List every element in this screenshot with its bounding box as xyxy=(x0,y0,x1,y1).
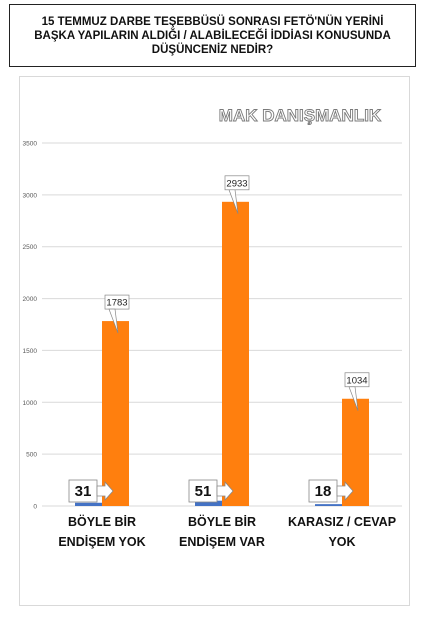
data-label-series1: 18 xyxy=(315,483,332,500)
chart-frame xyxy=(19,76,410,606)
y-tick-label: 1500 xyxy=(23,348,38,355)
y-tick-label: 0 xyxy=(33,504,37,511)
category-label: ENDİŞEM YOK xyxy=(58,534,145,549)
y-tick-label: 500 xyxy=(26,452,37,459)
data-label-series2: 1783 xyxy=(106,298,127,309)
category-labels: BÖYLE BİR ENDİŞEM YOK BÖYLE BİR ENDİŞEM VAR… xyxy=(58,514,396,549)
bars xyxy=(75,201,369,506)
data-label-box xyxy=(104,294,130,310)
y-tick-label: 3000 xyxy=(23,192,38,199)
y-tick-label: 2000 xyxy=(23,296,38,303)
y-tick-labels: 0 500 1000 1500 2000 2500 3000 3500 xyxy=(23,141,38,511)
chart-title-box: 15 TEMMUZ DARBE TEŞEBBÜSÜ SONRASI FETÖ'N… xyxy=(9,4,416,67)
bar-series1 xyxy=(75,502,102,506)
data-label-series2: 2933 xyxy=(226,178,247,189)
watermark: MAK DANIŞMANLIK xyxy=(219,106,382,125)
category-label: YOK xyxy=(328,535,355,549)
chart-title: 15 TEMMUZ DARBE TEŞEBBÜSÜ SONRASI FETÖ'N… xyxy=(34,15,391,56)
data-label-pointer xyxy=(228,189,239,214)
data-label-arrow xyxy=(96,480,114,502)
category-label: ENDİŞEM VAR xyxy=(179,534,265,549)
data-label-series1: 51 xyxy=(195,483,212,500)
data-label-series1: 31 xyxy=(75,483,92,500)
bar-series2 xyxy=(102,321,129,506)
category-label: KARASIZ / CEVAP xyxy=(288,515,396,529)
data-label-box xyxy=(344,372,370,388)
category-label: BÖYLE BİR xyxy=(188,514,256,529)
y-tick-label: 1000 xyxy=(23,400,38,407)
data-label-box xyxy=(224,175,250,191)
bar-series1 xyxy=(315,504,342,506)
data-label-arrow xyxy=(336,480,354,502)
y-tick-label: 2500 xyxy=(23,244,38,251)
data-label-series2: 1034 xyxy=(346,375,367,386)
data-label-arrow xyxy=(216,480,234,502)
y-tick-label: 3500 xyxy=(23,141,38,148)
bar-series2 xyxy=(222,201,249,506)
data-label-pointer xyxy=(348,386,359,411)
data-labels: 31 1783 51 2933 18 1034 xyxy=(68,175,370,503)
category-label: BÖYLE BİR xyxy=(68,514,136,529)
data-label-pointer xyxy=(108,308,119,334)
bar-series1 xyxy=(195,500,222,506)
